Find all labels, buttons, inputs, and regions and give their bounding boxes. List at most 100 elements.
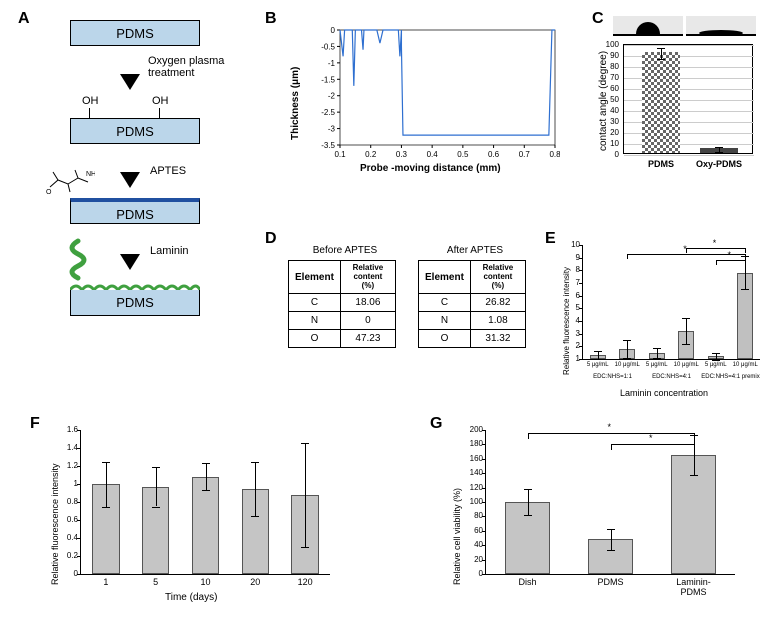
aptes-molecule-icon: NH2 O [40, 162, 95, 197]
error-cap [202, 490, 210, 491]
tick-mark [482, 488, 486, 489]
svg-text:-2: -2 [328, 92, 336, 101]
x-label: 5 [136, 577, 175, 587]
error-bar [611, 529, 612, 551]
e-xlabel: Laminin concentration [620, 388, 708, 398]
tick-mark [579, 346, 583, 347]
tick-mark [77, 430, 81, 431]
x-label: 10 μg/mL [731, 362, 759, 368]
error-cap [524, 515, 532, 516]
panel-d: Before APTES After APTES ElementRelative… [282, 245, 537, 385]
tick: 100 [463, 497, 483, 506]
error-cap [657, 59, 665, 60]
error-cap [712, 353, 720, 354]
pdms-box-4: PDMS [70, 290, 200, 316]
tick: 3 [560, 329, 580, 338]
error-cap [607, 550, 615, 551]
error-cap [715, 152, 723, 153]
pdms-box-3: PDMS [70, 198, 200, 224]
panel-c: 0102030405060708090100PDMSOxy-PDMS conta… [598, 16, 763, 186]
step-3: Laminin [150, 245, 189, 257]
svg-text:O: O [46, 189, 52, 196]
d-table-after: ElementRelative content (%)C26.82N1.08O3… [418, 260, 526, 348]
panel-label-f: F [30, 415, 40, 433]
tick-mark [482, 516, 486, 517]
sig-tick [686, 248, 687, 253]
error-cap [653, 348, 661, 349]
tick-mark [77, 538, 81, 539]
error-cap [594, 359, 602, 360]
tick-mark [482, 531, 486, 532]
tick-mark [579, 258, 583, 259]
g-ylabel: Relative cell viability (%) [452, 488, 462, 585]
tick-mark [482, 459, 486, 460]
x-label: 10 [186, 577, 225, 587]
tick: 1.6 [58, 425, 78, 434]
tick-mark [579, 245, 583, 246]
error-cap [594, 351, 602, 352]
panel-label-a: A [18, 10, 30, 28]
f-chart-area: 00.20.40.60.811.21.41.6151020120 [80, 430, 330, 575]
sig-tick [627, 254, 628, 259]
error-bar [627, 340, 628, 358]
tick-mark [579, 334, 583, 335]
b-ylabel: Thickness (μm) [290, 67, 301, 140]
tick: 0.6 [58, 515, 78, 524]
sig-tick [611, 444, 612, 450]
g-chart-area: 020406080100120140160180200DishPDMSLamin… [485, 430, 735, 575]
x-label: 10 μg/mL [672, 362, 700, 368]
tick: 60 [463, 526, 483, 535]
panel-b: Thickness (μm) 0.10.20.30.40.50.60.70.80… [290, 25, 560, 175]
error-bar [686, 318, 687, 343]
tick-mark [482, 444, 486, 445]
svg-text:0.4: 0.4 [427, 150, 439, 159]
tick: 9 [560, 253, 580, 262]
sig-bracket [686, 248, 745, 249]
panel-f: Relative fluorescence intensity 00.20.40… [50, 425, 340, 610]
gridline [624, 45, 754, 46]
error-cap [152, 507, 160, 508]
oh-tick-1 [89, 108, 90, 118]
error-bar [206, 463, 207, 490]
tick: 5 [560, 303, 580, 312]
tick: 140 [463, 468, 483, 477]
error-cap [623, 358, 631, 359]
error-bar [716, 353, 717, 361]
tick-mark [482, 502, 486, 503]
arrow-2 [115, 150, 145, 188]
sig-tick [716, 260, 717, 265]
error-cap [682, 344, 690, 345]
error-cap [715, 147, 723, 148]
error-cap [102, 462, 110, 463]
svg-text:0.3: 0.3 [396, 150, 408, 159]
sig-tick [528, 433, 529, 439]
e-chart-area: 123456789105 μg/mL10 μg/mL5 μg/mL10 μg/m… [582, 245, 760, 360]
tick: 80 [463, 511, 483, 520]
panel-label-d: D [265, 230, 277, 248]
error-cap [301, 547, 309, 548]
x-label: 10 μg/mL [613, 362, 641, 368]
error-bar [106, 462, 107, 507]
tick: 1.4 [58, 443, 78, 452]
tick: 0.2 [58, 551, 78, 560]
error-cap [690, 475, 698, 476]
error-bar [694, 435, 695, 475]
tick-mark [482, 430, 486, 431]
x-label: 120 [285, 577, 324, 587]
error-bar [661, 48, 662, 59]
group-label: EDC:NHS=4:1 premix [701, 374, 760, 380]
sig-star: * [649, 433, 653, 443]
x-label: 5 μg/mL [643, 362, 671, 368]
pdms-box-1: PDMS [70, 20, 200, 46]
x-label: Oxy-PDMS [695, 159, 743, 169]
tick-mark [77, 574, 81, 575]
error-cap [657, 48, 665, 49]
sig-bracket [716, 260, 746, 261]
error-cap [102, 507, 110, 508]
tick: 0 [599, 150, 619, 159]
svg-text:0.2: 0.2 [365, 150, 377, 159]
tick-mark [579, 296, 583, 297]
arrow-3 [115, 232, 145, 270]
svg-text:-1.5: -1.5 [321, 75, 335, 84]
d-title-after: After APTES [425, 245, 525, 256]
